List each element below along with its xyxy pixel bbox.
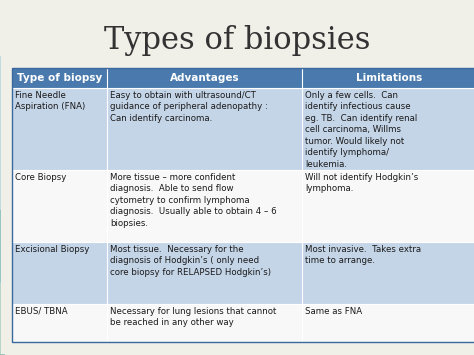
Bar	[12, 242, 107, 304]
Text: Same as FNA: Same as FNA	[305, 307, 362, 316]
Bar	[107, 170, 302, 242]
Text: Excisional Biopsy: Excisional Biopsy	[15, 245, 90, 254]
Text: Necessary for lung lesions that cannot
be reached in any other way: Necessary for lung lesions that cannot b…	[110, 307, 276, 327]
Bar	[302, 88, 474, 170]
Polygon shape	[0, 210, 5, 355]
Bar	[12, 88, 107, 170]
Bar	[12, 170, 107, 242]
Text: Fine Needle
Aspiration (FNA): Fine Needle Aspiration (FNA)	[15, 91, 85, 111]
Polygon shape	[423, 175, 474, 355]
Bar	[107, 304, 302, 342]
Text: Will not identify Hodgkin’s
lymphoma.: Will not identify Hodgkin’s lymphoma.	[305, 173, 418, 193]
Text: EBUS/ TBNA: EBUS/ TBNA	[15, 307, 68, 316]
Bar	[302, 242, 474, 304]
Text: Type of biopsy: Type of biopsy	[17, 73, 102, 83]
Text: Advantages: Advantages	[170, 73, 239, 83]
Text: Limitations: Limitations	[356, 73, 423, 83]
Text: Easy to obtain with ultrasound/CT
guidance of peripheral adenopathy :
Can identi: Easy to obtain with ultrasound/CT guidan…	[110, 91, 268, 123]
Bar	[12, 68, 107, 88]
Bar	[302, 304, 474, 342]
Bar	[302, 170, 474, 242]
Bar	[302, 68, 474, 88]
Text: Core Biopsy: Core Biopsy	[15, 173, 66, 182]
Bar	[107, 242, 302, 304]
Text: Types of biopsies: Types of biopsies	[104, 24, 370, 55]
Text: Most invasive.  Takes extra
time to arrange.: Most invasive. Takes extra time to arran…	[305, 245, 421, 266]
Bar	[107, 88, 302, 170]
Bar	[12, 68, 474, 342]
Bar	[107, 68, 302, 88]
Bar	[12, 304, 107, 342]
Text: Most tissue.  Necessary for the
diagnosis of Hodgkin’s ( only need
core biopsy f: Most tissue. Necessary for the diagnosis…	[110, 245, 271, 277]
Text: More tissue – more confident
diagnosis.  Able to send flow
cytometry to confirm : More tissue – more confident diagnosis. …	[110, 173, 277, 228]
Text: Only a few cells.  Can
identify infectious cause
eg. TB.  Can identify renal
cel: Only a few cells. Can identify infectiou…	[305, 91, 417, 169]
